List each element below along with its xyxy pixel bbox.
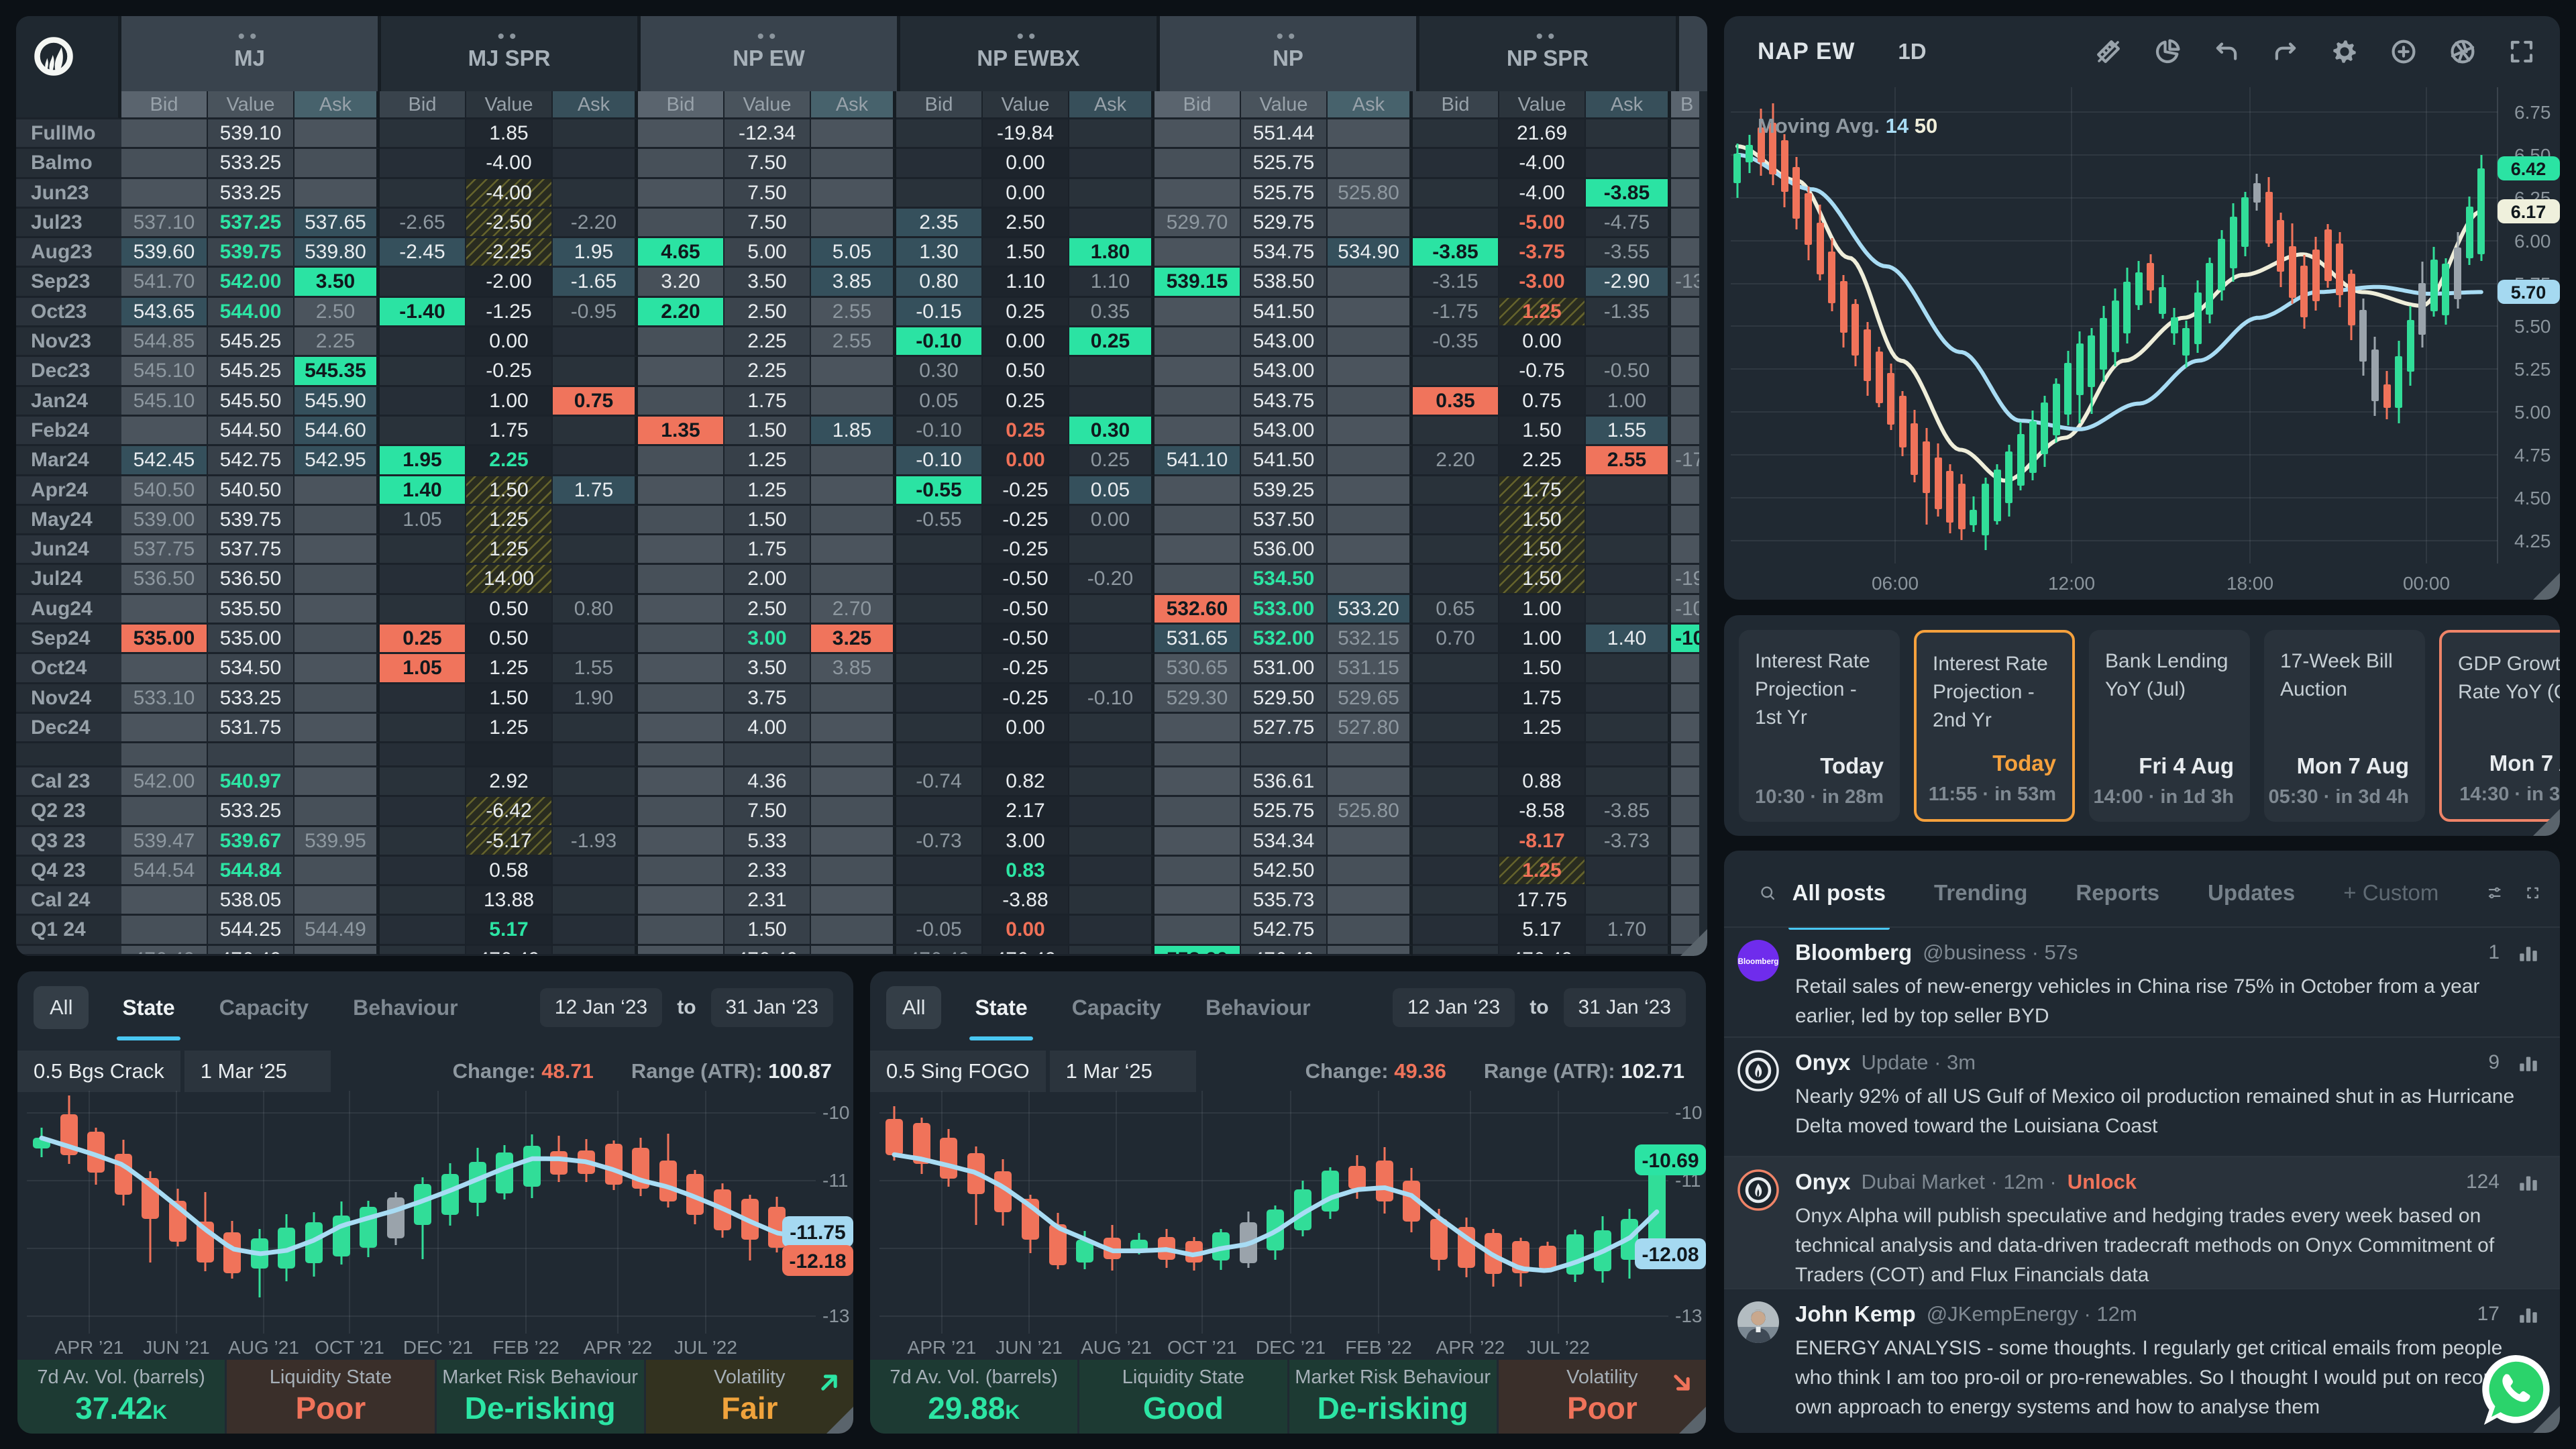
svg-text:JUN ’21: JUN ’21 bbox=[996, 1337, 1063, 1358]
svg-text:4.75: 4.75 bbox=[2514, 445, 2551, 466]
svg-text:APR ’21: APR ’21 bbox=[55, 1337, 124, 1358]
svg-text:Bloomberg: Bloomberg bbox=[1738, 958, 1779, 966]
svg-text:-12.18: -12.18 bbox=[789, 1250, 846, 1273]
svg-text:-12: -12 bbox=[822, 1238, 849, 1258]
svg-text:-11: -11 bbox=[1675, 1170, 1701, 1191]
svg-text:-11: -11 bbox=[822, 1170, 848, 1191]
svg-text:FEB ’22: FEB ’22 bbox=[1345, 1337, 1412, 1358]
svg-text:-10: -10 bbox=[822, 1102, 849, 1123]
svg-text:6.50: 6.50 bbox=[2514, 145, 2551, 166]
svg-text:6.00: 6.00 bbox=[2514, 231, 2551, 252]
svg-text:00:00: 00:00 bbox=[2403, 573, 2450, 594]
svg-text:18:00: 18:00 bbox=[2226, 573, 2273, 594]
svg-text:6.17: 6.17 bbox=[2511, 202, 2546, 222]
svg-text:-13: -13 bbox=[822, 1305, 849, 1326]
svg-text:5.25: 5.25 bbox=[2514, 359, 2551, 380]
svg-text:-10: -10 bbox=[1675, 1102, 1702, 1123]
svg-text:5.50: 5.50 bbox=[2514, 316, 2551, 337]
svg-text:06:00: 06:00 bbox=[1872, 573, 1919, 594]
svg-text:DEC ’21: DEC ’21 bbox=[1256, 1337, 1326, 1358]
svg-text:6.75: 6.75 bbox=[2514, 102, 2551, 123]
svg-text:12:00: 12:00 bbox=[2048, 573, 2095, 594]
svg-text:Moving Avg. 14 50: Moving Avg. 14 50 bbox=[1758, 114, 1937, 138]
svg-text:-10.69: -10.69 bbox=[1642, 1150, 1699, 1172]
svg-text:-13: -13 bbox=[1675, 1305, 1702, 1326]
svg-text:-11.75: -11.75 bbox=[790, 1222, 845, 1244]
svg-text:FEB ’22: FEB ’22 bbox=[492, 1337, 559, 1358]
svg-text:JUL ’22: JUL ’22 bbox=[674, 1337, 737, 1358]
svg-text:DEC ’21: DEC ’21 bbox=[403, 1337, 473, 1358]
svg-text:JUN ’21: JUN ’21 bbox=[143, 1337, 210, 1358]
svg-text:APR ’22: APR ’22 bbox=[1436, 1337, 1505, 1358]
svg-text:6.42: 6.42 bbox=[2511, 159, 2546, 179]
svg-text:-12: -12 bbox=[1675, 1238, 1702, 1258]
svg-text:AUG ’21: AUG ’21 bbox=[1081, 1337, 1152, 1358]
svg-text:5.70: 5.70 bbox=[2511, 282, 2546, 303]
svg-text:4.50: 4.50 bbox=[2514, 488, 2551, 508]
svg-text:AUG ’21: AUG ’21 bbox=[228, 1337, 299, 1358]
svg-text:6.25: 6.25 bbox=[2514, 188, 2551, 209]
svg-text:APR ’22: APR ’22 bbox=[584, 1337, 653, 1358]
svg-text:4.25: 4.25 bbox=[2514, 531, 2551, 551]
svg-text:-12.08: -12.08 bbox=[1642, 1244, 1699, 1266]
svg-text:5.00: 5.00 bbox=[2514, 402, 2551, 423]
svg-text:JUL ’22: JUL ’22 bbox=[1527, 1337, 1590, 1358]
svg-text:OCT ’21: OCT ’21 bbox=[1167, 1337, 1237, 1358]
svg-text:5.75: 5.75 bbox=[2514, 274, 2551, 294]
svg-text:OCT ’21: OCT ’21 bbox=[315, 1337, 384, 1358]
svg-text:APR ’21: APR ’21 bbox=[908, 1337, 977, 1358]
